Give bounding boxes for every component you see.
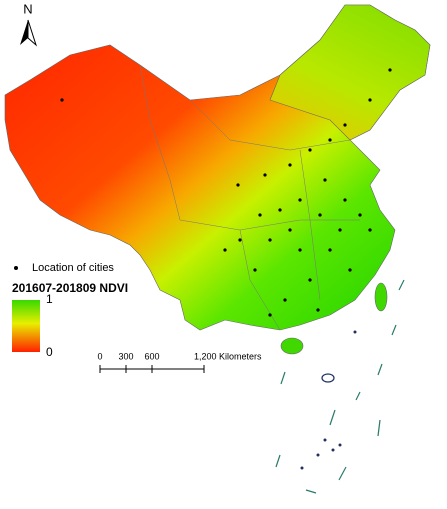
colorbar-max-label: 1 [46, 292, 53, 306]
scale-label: 600 [144, 351, 159, 361]
scale-bar: 0 300 600 1,200 Kilometers [97, 351, 262, 373]
north-label: N [23, 1, 32, 16]
colorbar [12, 300, 40, 352]
north-arrow: N [20, 1, 38, 47]
city-points [60, 68, 392, 317]
city-legend-symbol [14, 266, 18, 270]
city-legend-label: Location of cities [32, 262, 114, 274]
colorbar-min-label: 0 [46, 345, 53, 359]
legend-title: 201607-201809 NDVI [12, 281, 128, 295]
scale-label: 300 [118, 351, 133, 361]
south-china-sea-islands [275, 279, 405, 494]
scale-label: 1,200 Kilometers [194, 351, 262, 361]
scale-label: 0 [97, 351, 102, 361]
china-landmass [4, 4, 431, 355]
province-borders [139, 64, 360, 331]
